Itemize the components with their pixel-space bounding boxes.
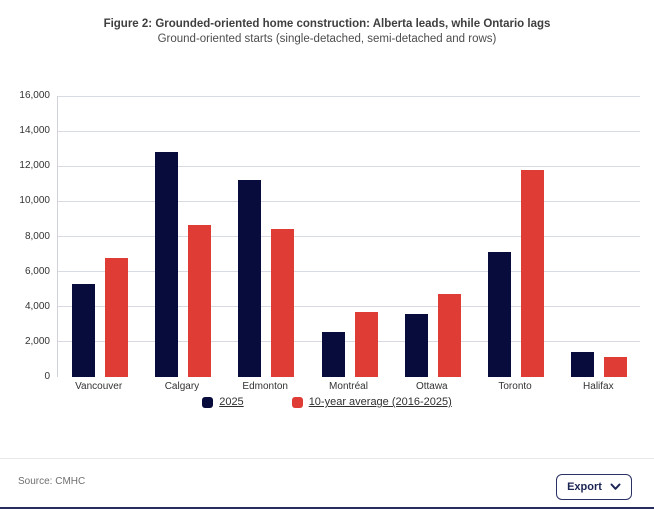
x-axis-label-vancouver: Vancouver [75,381,123,392]
plot-area [57,95,640,377]
gridline [58,306,640,308]
chevron-down-icon [610,483,621,491]
y-tick-label: 6,000 [24,265,50,277]
gridline [58,271,640,273]
x-axis-label-edmonton: Edmonton [242,381,288,392]
bar-10-year-average-2016-2025-halifax[interactable] [604,356,628,377]
chart-legend: 2025 10-year average (2016-2025) [0,396,654,408]
y-tick-label: 4,000 [24,300,50,312]
x-axis-label-ottawa: Ottawa [415,381,448,392]
x-axis-label-toronto: Toronto [498,381,532,392]
source-text: Source: CMHC [18,476,86,487]
bar-2025-vancouver[interactable] [71,283,95,377]
bar-10-year-average-2016-2025-montr-al[interactable] [354,312,378,377]
chart-title: Figure 2: Grounded-oriented home constru… [103,18,551,30]
y-tick-label: 12,000 [19,160,50,172]
gridline [58,341,640,343]
bar-10-year-average-2016-2025-edmonton[interactable] [271,228,295,377]
bar-10-year-average-2016-2025-calgary[interactable] [187,225,211,377]
export-button[interactable]: Export [556,474,632,500]
y-tick-label: 16,000 [19,90,50,101]
gridline [58,130,640,132]
legend-item-2025[interactable]: 2025 [202,396,244,408]
footer: Source: CMHC Export [0,459,654,507]
legend-item-10-year-average-2016-2025[interactable]: 10-year average (2016-2025) [291,396,452,408]
legend-swatch-2025 [202,396,214,408]
bar-10-year-average-2016-2025-vancouver[interactable] [104,258,128,377]
legend-label-10-year-average-2016-2025: 10-year average (2016-2025) [308,396,452,408]
bar-2025-montr-al[interactable] [321,332,345,377]
bar-2025-toronto[interactable] [488,252,512,377]
gridline [58,95,640,97]
y-tick-label: 2,000 [24,335,50,347]
bar-chart: 0 2,000 4,000 6,000 8,000 10,000 12,000 14,000 1… [0,90,654,408]
x-axis-label-montr-al: Montréal [329,381,368,392]
y-tick-label: 8,000 [24,230,50,242]
bottom-border [0,507,654,509]
bar-10-year-average-2016-2025-ottawa[interactable] [437,293,461,377]
chart-header: Figure 2: Grounded-oriented home constru… [0,17,654,47]
x-axis-label-halifax: Halifax [583,381,614,392]
y-tick-label: 14,000 [19,125,50,137]
y-tick-label: 10,000 [19,195,50,207]
bar-2025-halifax[interactable] [571,352,595,377]
footer-divider [0,458,654,459]
bar-2025-calgary[interactable] [154,152,178,377]
chart-subtitle: Ground-oriented starts (single-detached,… [157,33,497,45]
bar-2025-edmonton[interactable] [238,180,262,377]
legend-swatch-10-year-average-2016-2025 [291,396,303,408]
gridline [58,165,640,167]
bar-2025-ottawa[interactable] [404,313,428,377]
gridline [58,236,640,237]
gridline [58,200,640,202]
legend-label-2025: 2025 [219,396,244,408]
x-axis-label-calgary: Calgary [164,381,200,392]
bar-10-year-average-2016-2025-toronto[interactable] [521,169,545,377]
y-tick-label: 0 [44,371,50,382]
export-button-label: Export [567,481,602,493]
